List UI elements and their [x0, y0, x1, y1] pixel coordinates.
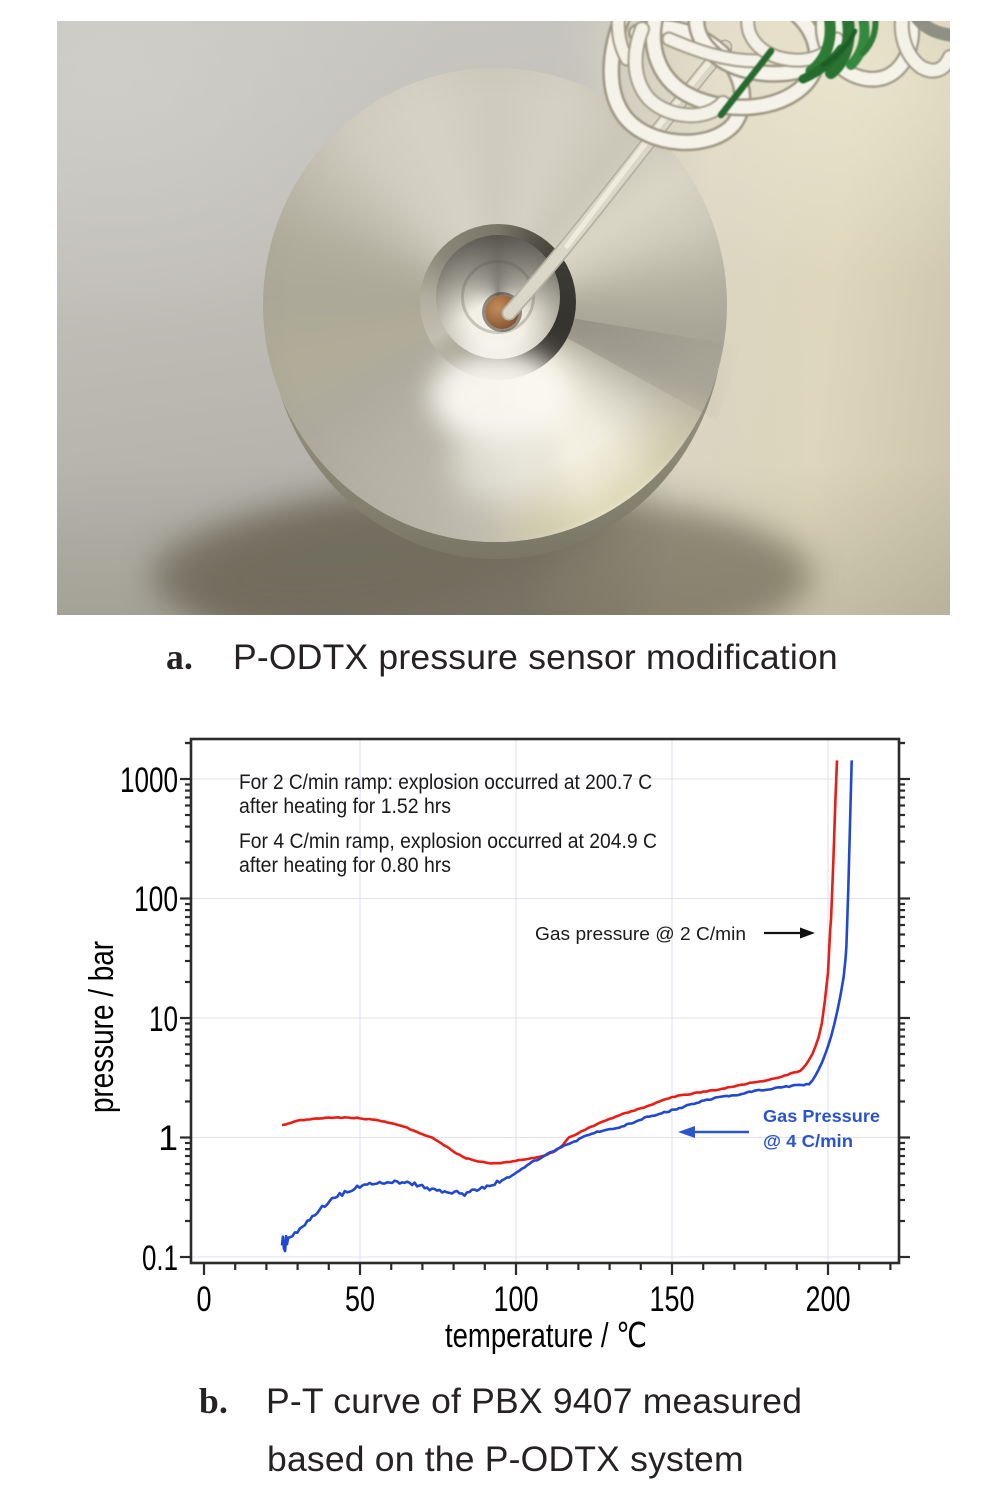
- svg-text:1000: 1000: [120, 760, 178, 800]
- svg-text:after heating for 0.80 hrs: after heating for 0.80 hrs: [239, 854, 451, 877]
- svg-text:@ 4 C/min: @ 4 C/min: [763, 1131, 853, 1151]
- svg-text:For 4 C/min ramp, explosion oc: For 4 C/min ramp, explosion occurred at …: [239, 830, 657, 853]
- svg-text:100: 100: [134, 879, 178, 919]
- svg-text:50: 50: [345, 1279, 375, 1319]
- svg-text:Gas pressure @ 2 C/min: Gas pressure @ 2 C/min: [535, 923, 746, 944]
- svg-text:0: 0: [197, 1279, 212, 1319]
- svg-text:200: 200: [806, 1279, 851, 1319]
- svg-text:150: 150: [650, 1279, 695, 1319]
- svg-text:For 2 C/min ramp: explosion oc: For 2 C/min ramp: explosion occurred at …: [239, 771, 652, 794]
- svg-text:10: 10: [149, 999, 178, 1039]
- svg-text:1: 1: [158, 1118, 178, 1158]
- svg-text:after heating for 1.52 hrs: after heating for 1.52 hrs: [239, 795, 451, 818]
- svg-text:temperature / ℃: temperature / ℃: [445, 1317, 647, 1355]
- svg-text:pressure / bar: pressure / bar: [83, 941, 121, 1113]
- svg-text:100: 100: [494, 1279, 539, 1319]
- svg-text:Gas Pressure: Gas Pressure: [763, 1106, 880, 1126]
- svg-text:0.1: 0.1: [142, 1238, 178, 1278]
